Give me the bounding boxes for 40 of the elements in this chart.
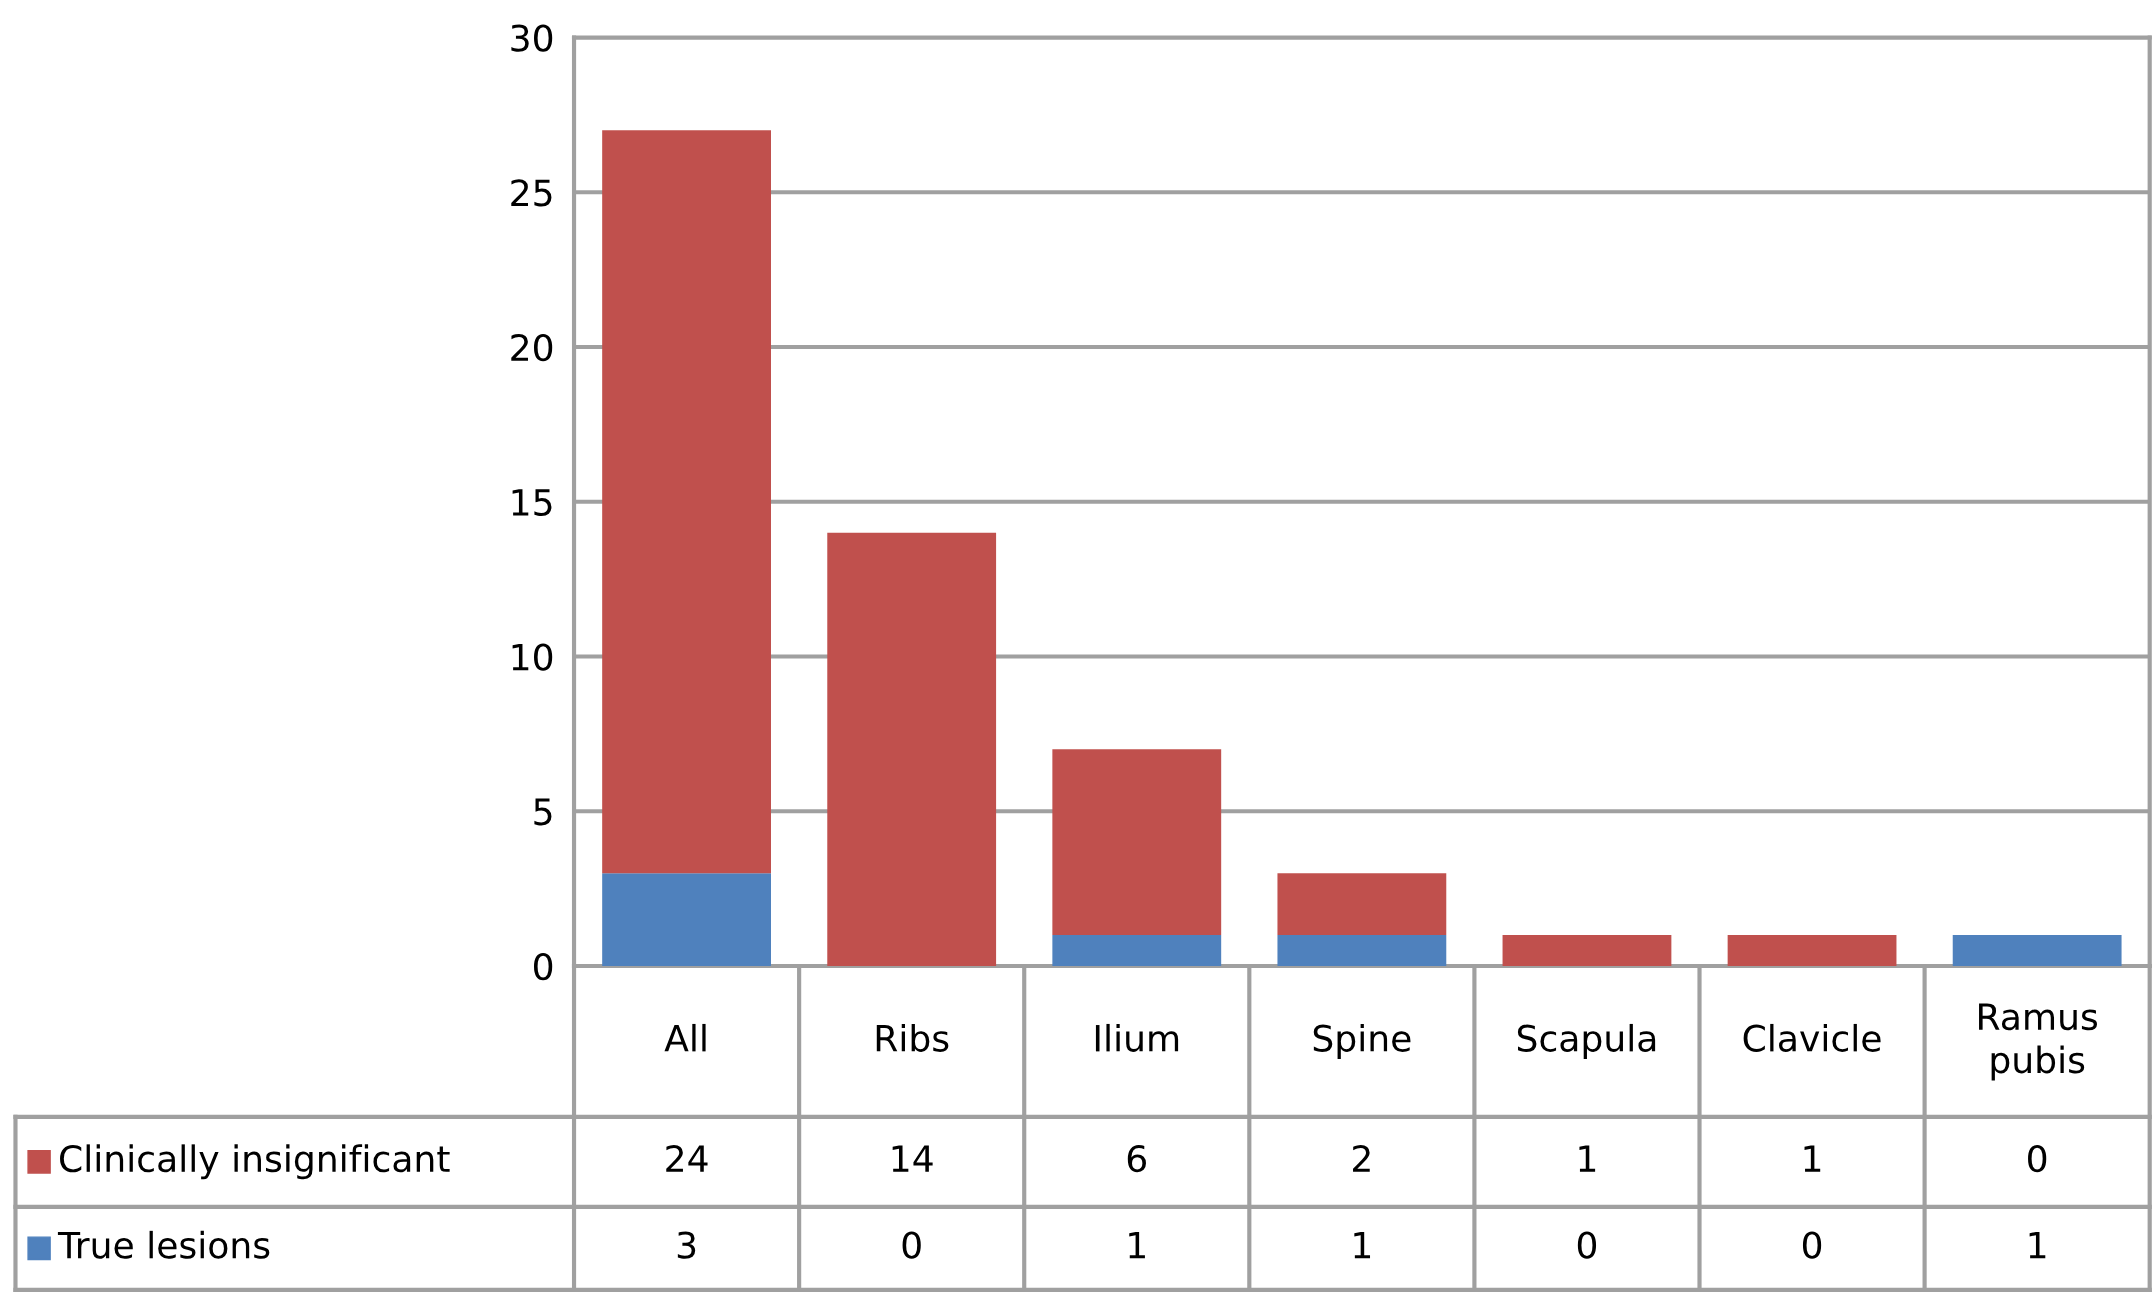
- bar: [1502, 935, 1672, 966]
- data-label: 14: [892, 1145, 933, 1172]
- data-label: 6: [1127, 1144, 1146, 1173]
- y-tick-label: 15: [512, 489, 552, 516]
- bar: [1277, 935, 1447, 966]
- data-label: 3: [677, 1231, 696, 1259]
- data-label: 0: [1577, 1231, 1597, 1259]
- bar: [827, 532, 997, 966]
- x-tick-label: All: [664, 1023, 706, 1052]
- data-label: 0: [2028, 1144, 2047, 1173]
- y-tick-label: 25: [511, 179, 552, 207]
- bar: [1277, 873, 1447, 936]
- y-tick-label: 10: [512, 643, 553, 671]
- data-label: 1: [1579, 1145, 1596, 1172]
- bar: [602, 130, 771, 874]
- y-tick-label: 5: [534, 798, 552, 826]
- data-label: 0: [1802, 1231, 1822, 1259]
- y-tick-label: 0: [534, 952, 553, 981]
- x-tick-label: Clavicle: [1743, 1023, 1881, 1052]
- bar: [1052, 749, 1222, 936]
- data-label: 2: [1353, 1144, 1370, 1172]
- bar: [1952, 935, 2122, 966]
- x-tick-label: Spine: [1313, 1023, 1411, 1059]
- data-label: 1: [1129, 1231, 1145, 1259]
- bar: [1727, 935, 1897, 966]
- bar: [1052, 935, 1222, 966]
- x-tick-label: Scapula: [1517, 1023, 1656, 1059]
- y-tick-label: 30: [511, 24, 553, 52]
- data-label: 0: [902, 1231, 921, 1259]
- data-label: 1: [2029, 1231, 2046, 1259]
- x-tick-label: Ramus pubis: [1979, 1003, 2098, 1081]
- bar: [602, 873, 771, 966]
- data-label: 1: [1354, 1231, 1371, 1259]
- x-tick-label: Ribs: [876, 1023, 949, 1052]
- data-label: 1: [1804, 1145, 1821, 1172]
- y-tick-label: 20: [511, 333, 553, 362]
- x-tick-label: Ilium: [1095, 1023, 1179, 1052]
- legend-label: True lesions: [57, 1230, 270, 1259]
- legend-label: Clinically insignificant: [60, 1144, 450, 1180]
- data-label: 24: [666, 1144, 708, 1172]
